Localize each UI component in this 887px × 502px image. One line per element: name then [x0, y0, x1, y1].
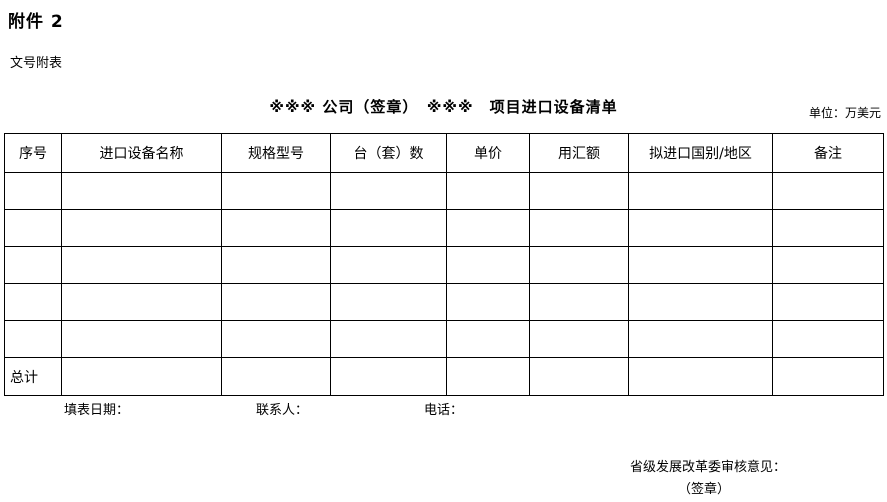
empty-cell: [772, 357, 884, 396]
empty-cell: [221, 283, 331, 321]
empty-cell: [61, 320, 222, 358]
empty-row: [4, 283, 884, 321]
empty-cell: [330, 283, 447, 321]
empty-cell: [221, 209, 331, 247]
total-row: 总计: [4, 357, 884, 396]
empty-cell: [628, 357, 773, 396]
empty-cell: [446, 320, 530, 358]
empty-cell: [772, 246, 884, 284]
header-row: 序号 进口设备名称 规格型号 台（套）数 单价 用汇额 拟进口国别/地区 备注: [4, 133, 884, 173]
empty-cell: [61, 283, 222, 321]
header-cell-forex-amount: 用汇额: [529, 133, 629, 173]
empty-cell: [446, 209, 530, 247]
empty-cell: [221, 246, 331, 284]
empty-cell: [529, 172, 629, 210]
header-cell-unit-count: 台（套）数: [330, 133, 447, 173]
empty-cell: [221, 357, 331, 396]
empty-cell: [330, 209, 447, 247]
unit-note: 单位：万美元: [808, 106, 881, 120]
empty-cell: [628, 209, 773, 247]
empty-cell: [529, 357, 629, 396]
empty-cell: [628, 172, 773, 210]
header-cell-seq: 序号: [4, 133, 62, 173]
empty-cell: [221, 320, 331, 358]
empty-cell: [330, 357, 447, 396]
empty-cell: [4, 320, 62, 358]
header-cell-import-country: 拟进口国别/地区: [628, 133, 773, 173]
table-body: 总计: [4, 172, 884, 396]
empty-cell: [4, 209, 62, 247]
empty-cell: [4, 246, 62, 284]
document-title: ※※※ 公司（签章） ※※※ 项目进口设备清单: [269, 98, 618, 116]
empty-cell: [772, 209, 884, 247]
empty-cell: [772, 283, 884, 321]
empty-cell: [529, 320, 629, 358]
empty-cell: [446, 172, 530, 210]
empty-row: [4, 246, 884, 284]
empty-cell: [446, 357, 530, 396]
empty-cell: [529, 283, 629, 321]
empty-cell: [446, 283, 530, 321]
empty-row: [4, 320, 884, 358]
empty-cell: [529, 246, 629, 284]
empty-cell: [772, 320, 884, 358]
header-cell-remarks: 备注: [772, 133, 884, 173]
empty-cell: [529, 209, 629, 247]
contact-label: 联系人：: [256, 403, 309, 418]
empty-cell: [628, 246, 773, 284]
empty-cell: [446, 246, 530, 284]
empty-row: [4, 209, 884, 247]
empty-cell: [330, 246, 447, 284]
empty-cell: [61, 172, 222, 210]
table-header: 序号 进口设备名称 规格型号 台（套）数 单价 用汇额 拟进口国别/地区 备注: [4, 133, 884, 173]
header-cell-equipment-name: 进口设备名称: [61, 133, 222, 173]
empty-cell: [61, 209, 222, 247]
empty-cell: [61, 246, 222, 284]
seal-label: （签章）: [678, 482, 731, 497]
header-cell-unit-price: 单价: [446, 133, 530, 173]
equipment-table: 序号 进口设备名称 规格型号 台（套）数 单价 用汇额 拟进口国别/地区 备注 …: [4, 133, 884, 396]
empty-cell: [4, 283, 62, 321]
fill-date-label: 填表日期：: [64, 403, 130, 418]
empty-cell: [772, 172, 884, 210]
empty-cell: [61, 357, 222, 396]
phone-label: 电话：: [424, 403, 464, 418]
empty-cell: [330, 320, 447, 358]
empty-cell: [628, 320, 773, 358]
attachment-label: 附件 2: [8, 12, 64, 32]
review-opinion-label: 省级发展改革委审核意见：: [630, 460, 787, 475]
empty-cell: [221, 172, 331, 210]
doc-number-note: 文号附表: [10, 56, 63, 71]
total-label-cell: 总计: [4, 357, 62, 396]
empty-cell: [4, 172, 62, 210]
header-cell-spec-model: 规格型号: [221, 133, 331, 173]
empty-row: [4, 172, 884, 210]
empty-cell: [628, 283, 773, 321]
empty-cell: [330, 172, 447, 210]
